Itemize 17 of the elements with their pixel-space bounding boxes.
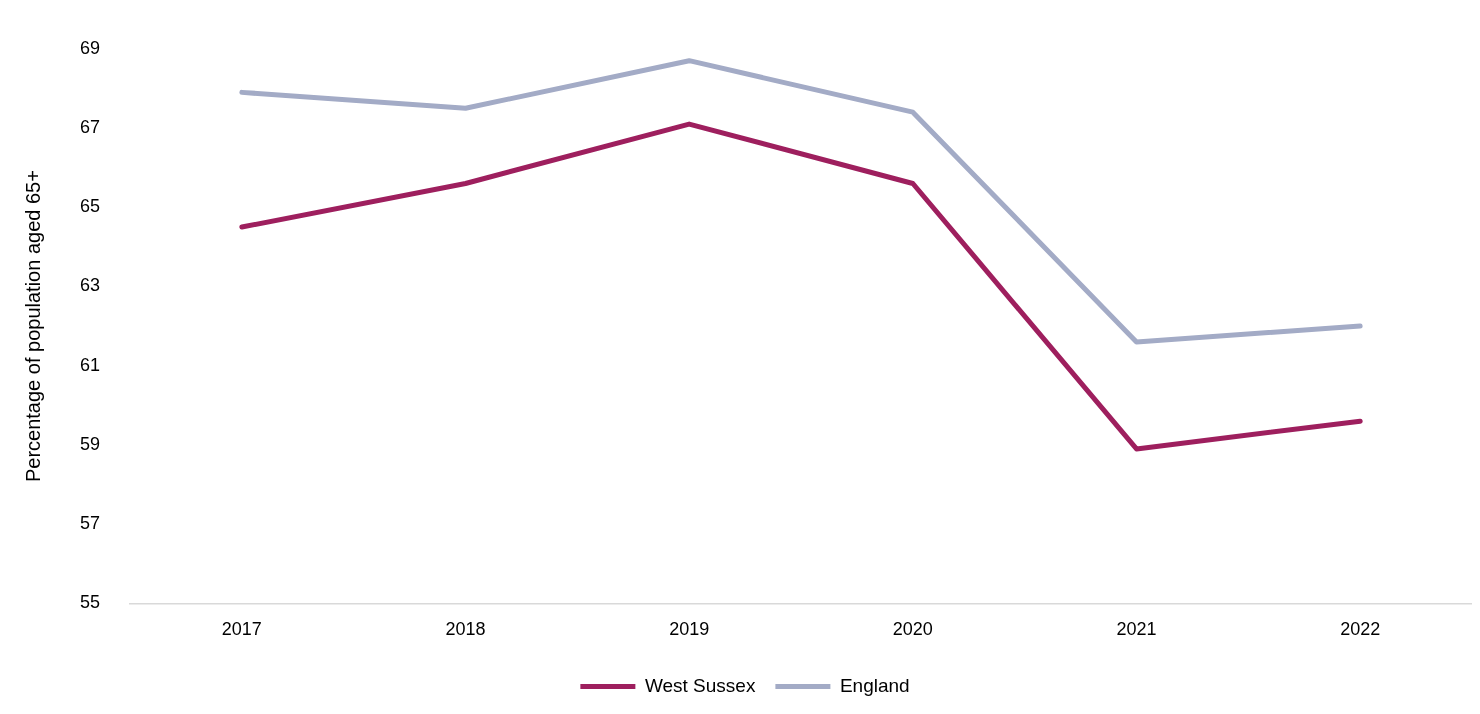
y-tick-label: 67 — [79, 117, 101, 137]
y-tick-label: 55 — [79, 592, 101, 613]
y-tick-label: 59 — [79, 433, 101, 454]
y-axis-title: Percentage of population aged 65+ — [21, 170, 44, 483]
x-tick-label: 2018 — [445, 619, 486, 640]
y-tick-label: 69 — [79, 37, 101, 58]
y-tick-label: 63 — [79, 275, 101, 296]
legend-label: England — [839, 674, 910, 696]
y-tick-label: 57 — [79, 513, 101, 534]
x-tick-label: 2017 — [221, 619, 262, 640]
x-tick-label: 2019 — [669, 619, 710, 640]
y-tick-label: 65 — [79, 196, 101, 217]
x-tick-label: 2021 — [1116, 619, 1157, 640]
x-tick-label: 2022 — [1340, 619, 1381, 640]
y-tick-label: 61 — [79, 354, 101, 375]
legend-label: West Sussex — [644, 674, 756, 696]
x-tick-label: 2020 — [892, 619, 933, 640]
